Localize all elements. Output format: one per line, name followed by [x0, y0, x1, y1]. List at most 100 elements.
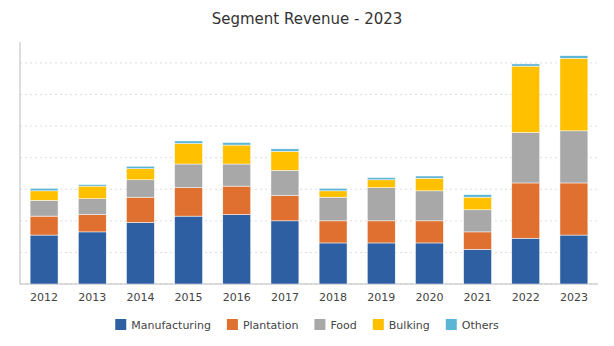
legend-item: Others — [446, 319, 499, 332]
bar-segment — [415, 221, 443, 243]
legend-label: Manufacturing — [131, 319, 211, 332]
bar-segment — [175, 164, 203, 188]
bar-segment — [223, 164, 251, 186]
grid-line — [20, 252, 598, 253]
bar-segment — [30, 216, 58, 235]
bar-segment — [512, 132, 540, 183]
bar-segment — [271, 221, 299, 284]
x-tick-label: 2015 — [175, 291, 203, 304]
bar-segment — [367, 221, 395, 243]
bar-segment — [464, 210, 492, 232]
legend-item: Plantation — [227, 319, 299, 332]
bar-segment — [271, 196, 299, 221]
bar-segment — [319, 243, 347, 284]
bar-segment — [126, 166, 154, 169]
bar-segment — [415, 178, 443, 191]
bar-segment — [78, 185, 106, 187]
bar-segment — [464, 249, 492, 284]
bar-segment — [464, 195, 492, 198]
x-tick-label: 2013 — [78, 291, 106, 304]
bar-segment — [78, 215, 106, 232]
legend-label: Bulking — [389, 319, 430, 332]
grid-line — [20, 62, 598, 63]
legend-swatch — [227, 319, 238, 330]
legend-swatch — [115, 319, 126, 330]
bar-segment — [560, 131, 588, 183]
title: Segment Revenue - 2023 — [212, 10, 403, 28]
bar-segment — [223, 186, 251, 214]
bars — [30, 56, 588, 284]
bar-segment — [560, 235, 588, 284]
bar-segment — [560, 183, 588, 235]
bar-segment — [319, 221, 347, 243]
bar-segment — [175, 141, 203, 144]
x-tick-label: 2023 — [560, 291, 588, 304]
bar-segment — [367, 178, 395, 180]
grid-line — [20, 126, 598, 127]
x-tick-label: 2017 — [271, 291, 299, 304]
bar-segment — [126, 180, 154, 197]
legend-item: Bulking — [373, 319, 430, 332]
x-axis-line — [20, 284, 598, 285]
bar-segment — [464, 197, 492, 210]
bar-segment — [126, 169, 154, 180]
grid — [20, 63, 598, 284]
bar-segment — [223, 143, 251, 146]
bar-segment — [319, 191, 347, 197]
bar-segment — [271, 151, 299, 170]
legend: Manufacturing Plantation Food Bulking Others — [115, 319, 499, 332]
bar-segment — [512, 64, 540, 66]
legend-swatch — [314, 319, 325, 330]
x-tick-label: 2014 — [126, 291, 154, 304]
x-tick-label: 2019 — [367, 291, 395, 304]
bar-segment — [223, 215, 251, 284]
bar-segment — [319, 188, 347, 191]
x-tick-label: 2012 — [30, 291, 58, 304]
legend-swatch — [373, 319, 384, 330]
bar-segment — [30, 235, 58, 284]
bar-segment — [560, 58, 588, 131]
bar-segment — [175, 143, 203, 164]
y-axis-line — [20, 42, 21, 284]
legend-label: Food — [330, 319, 356, 332]
legend-swatch — [446, 319, 457, 330]
bar-segment — [367, 188, 395, 221]
grid-line — [20, 284, 598, 285]
bar-segment — [560, 56, 588, 59]
legend-item: Food — [314, 319, 356, 332]
bar-segment — [415, 243, 443, 284]
grid-line — [20, 94, 598, 95]
bar-segment — [223, 145, 251, 164]
x-tick-label: 2018 — [319, 291, 347, 304]
bar-segment — [30, 188, 58, 191]
bar-segment — [319, 197, 347, 221]
bar-segment — [126, 222, 154, 284]
bar-segment — [126, 197, 154, 222]
x-tick-label: 2021 — [464, 291, 492, 304]
legend-label: Plantation — [243, 319, 299, 332]
x-tick-label: 2020 — [415, 291, 443, 304]
bar-segment — [30, 191, 58, 200]
bar-segment — [512, 238, 540, 284]
bar-segment — [271, 149, 299, 152]
bar-segment — [78, 186, 106, 199]
bar-segment — [512, 66, 540, 132]
bar-segment — [175, 188, 203, 216]
bar-segment — [367, 180, 395, 188]
chart: Segment Revenue - 2023 2012 2013 2014 2015 20… — [0, 0, 614, 346]
bar-segment — [175, 216, 203, 284]
x-tick-label: 2022 — [512, 291, 540, 304]
bar-segment — [464, 232, 492, 249]
bar-segment — [78, 232, 106, 284]
bar-segment — [30, 200, 58, 216]
grid-line — [20, 220, 598, 221]
bar-segment — [78, 199, 106, 215]
legend-label: Others — [462, 319, 499, 332]
legend-item: Manufacturing — [115, 319, 211, 332]
bar-segment — [415, 176, 443, 178]
x-tick-label: 2016 — [223, 291, 251, 304]
bar-segment — [367, 243, 395, 284]
bar-segment — [512, 183, 540, 238]
grid-line — [20, 157, 598, 158]
bar-segment — [271, 170, 299, 195]
